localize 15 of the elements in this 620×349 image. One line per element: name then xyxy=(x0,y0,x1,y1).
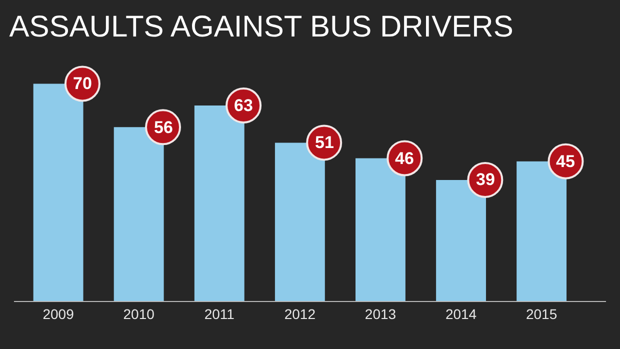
x-tick-label: 2010 xyxy=(123,306,155,322)
data-label: 46 xyxy=(395,149,414,168)
data-label: 63 xyxy=(234,96,253,115)
x-tick-label: 2012 xyxy=(284,306,316,322)
data-label: 56 xyxy=(154,118,173,137)
data-label: 51 xyxy=(315,133,334,152)
data-label: 39 xyxy=(476,170,495,189)
x-tick-label: 2013 xyxy=(364,306,396,322)
x-tick-label: 2015 xyxy=(526,306,558,322)
chart-title: ASSAULTS AGAINST BUS DRIVERS xyxy=(9,10,514,44)
data-label: 45 xyxy=(556,152,575,171)
data-label: 70 xyxy=(73,74,92,93)
x-tick-label: 2011 xyxy=(204,306,235,322)
x-tick-label: 2009 xyxy=(42,306,74,322)
x-tick-label: 2014 xyxy=(445,306,477,322)
